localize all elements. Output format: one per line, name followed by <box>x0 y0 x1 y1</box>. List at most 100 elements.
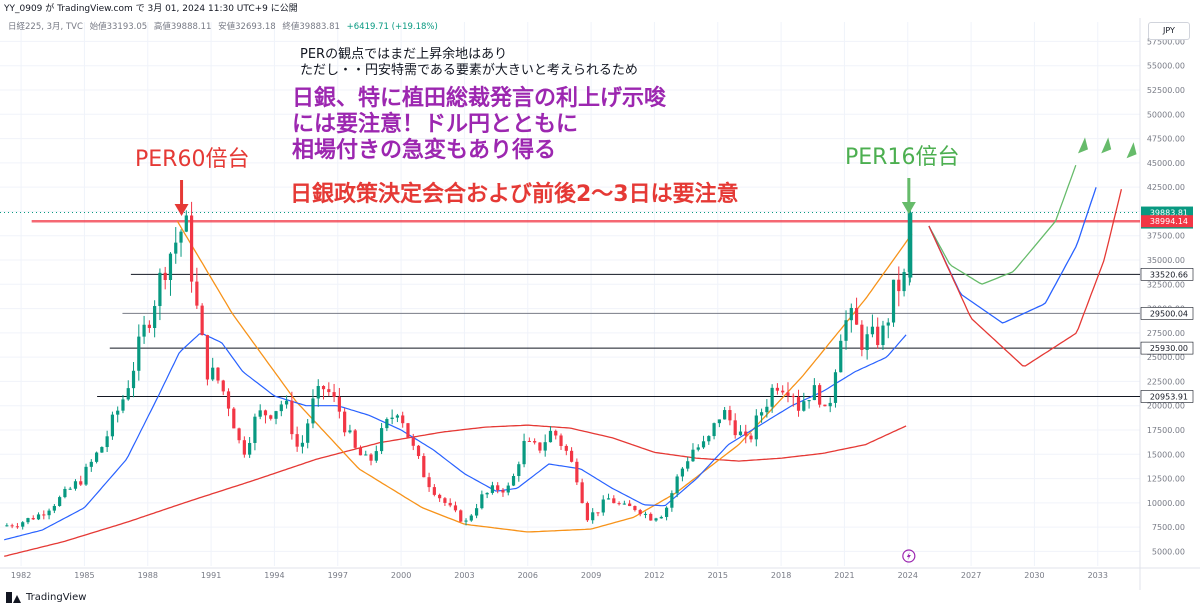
high-value: 高値39888.11 <box>153 22 212 32</box>
candle-body <box>295 434 299 447</box>
candle-body <box>232 408 236 429</box>
candle-body <box>812 385 816 401</box>
candle-body <box>649 513 653 521</box>
candle-body <box>823 404 827 407</box>
candle-body <box>680 468 685 477</box>
candle-body <box>701 441 706 448</box>
candle-body <box>469 515 473 521</box>
candle-body <box>522 440 526 465</box>
note-line-2: ただし・・円安特需である要素が大きいと考えられるため <box>300 63 638 78</box>
symbol-info: 日経225, 3月, TVC 始値33193.05 高値39888.11 安値3… <box>8 20 438 32</box>
candle-body <box>321 386 326 390</box>
candle-body <box>153 306 157 328</box>
candle-body <box>670 493 674 508</box>
brand-name: TradingView <box>26 592 87 603</box>
candle-body <box>881 325 885 346</box>
candle-body <box>348 430 352 433</box>
candle-body <box>337 396 341 412</box>
candle-body <box>316 386 320 399</box>
y-tick-label: 35000.00 <box>1147 256 1185 265</box>
chart-area[interactable]: 57500.00 55000.00 52500.00 50000.00 47500.00… <box>0 18 1200 590</box>
candle-body <box>211 367 215 380</box>
scenario-red-line <box>928 189 1123 367</box>
candle-body <box>643 513 648 515</box>
candle-body <box>617 503 621 505</box>
candle-body <box>717 419 721 424</box>
candle-body <box>390 417 394 420</box>
y-tick-label: 42500.00 <box>1147 183 1185 192</box>
candle-body <box>775 387 780 391</box>
candle-body <box>501 490 505 493</box>
candle-body <box>511 476 516 486</box>
candle-body <box>343 411 347 433</box>
candle-body <box>131 370 136 389</box>
x-tick-label: 2015 <box>708 571 728 580</box>
y-tick-label: 17500.00 <box>1147 426 1185 435</box>
price-label-box <box>1140 341 1194 355</box>
price-label-text: 20953.91 <box>1150 392 1188 401</box>
price-label-box <box>1140 307 1194 320</box>
candle-body <box>480 494 484 509</box>
candle-body <box>675 476 679 494</box>
candle-body <box>226 391 231 409</box>
candle-body <box>791 395 795 398</box>
candle-body <box>575 461 579 483</box>
candle-body <box>137 336 141 371</box>
candle-body <box>163 272 167 280</box>
candle-body <box>395 415 400 418</box>
candle-body <box>205 335 210 380</box>
candle-body <box>591 512 595 521</box>
candle-body <box>443 498 447 503</box>
candle-body <box>216 367 220 381</box>
candle-body <box>416 445 421 457</box>
candle-body <box>886 322 890 326</box>
candle-body <box>860 324 864 350</box>
candle-body <box>548 430 553 443</box>
candle-body <box>385 419 389 429</box>
price-label-box <box>1140 390 1194 403</box>
x-tick-label: 2021 <box>834 571 854 580</box>
candle-body <box>269 415 273 419</box>
candle-body <box>459 510 463 522</box>
candle-body <box>200 305 204 336</box>
candle-body <box>828 402 832 407</box>
tradingview-logo[interactable]: TradingView <box>6 592 86 603</box>
candle-body <box>759 412 764 416</box>
candle-body <box>332 392 336 397</box>
bottom-bar: TradingView <box>0 590 1200 608</box>
candle-body <box>300 442 305 447</box>
change-value: +6419.71 (+19.18%) <box>346 22 438 32</box>
x-tick-label: 2012 <box>644 571 664 580</box>
y-tick-label: 57500.00 <box>1147 37 1185 46</box>
y-tick-label: 55000.00 <box>1147 62 1185 71</box>
y-tick-label: 7500.00 <box>1152 523 1185 532</box>
candle-body <box>58 497 62 506</box>
candle-body <box>174 242 178 254</box>
per60-label: PER60倍台 <box>135 147 249 172</box>
currency-button[interactable]: JPY <box>1148 22 1190 40</box>
candle-body <box>21 522 25 527</box>
candle-body <box>628 503 632 507</box>
candle-body <box>422 456 426 478</box>
price-chart[interactable]: 57500.00 55000.00 52500.00 50000.00 47500.00… <box>0 18 1200 590</box>
candle-body <box>902 272 906 292</box>
candle-body <box>36 514 41 520</box>
y-tick-label: 37500.00 <box>1147 232 1185 241</box>
candle-body <box>723 410 727 420</box>
candle-body <box>606 498 611 500</box>
candle-body <box>728 410 732 421</box>
last-candle-body <box>908 212 913 278</box>
candle-body <box>781 390 785 393</box>
candle-body <box>73 481 78 489</box>
tradingview-logo-icon <box>6 592 22 603</box>
candle-body <box>168 253 173 280</box>
price-label-box <box>1141 215 1193 228</box>
candle-body <box>585 503 590 521</box>
candle-body <box>84 466 88 485</box>
candle-body <box>786 392 790 396</box>
y-tick-label: 52500.00 <box>1147 86 1185 95</box>
scenario-arrow-icon <box>1126 142 1137 159</box>
price-label-text: 39883.81 <box>1150 209 1188 218</box>
y-tick-label: 25000.00 <box>1147 353 1185 362</box>
candle-body <box>891 279 896 323</box>
